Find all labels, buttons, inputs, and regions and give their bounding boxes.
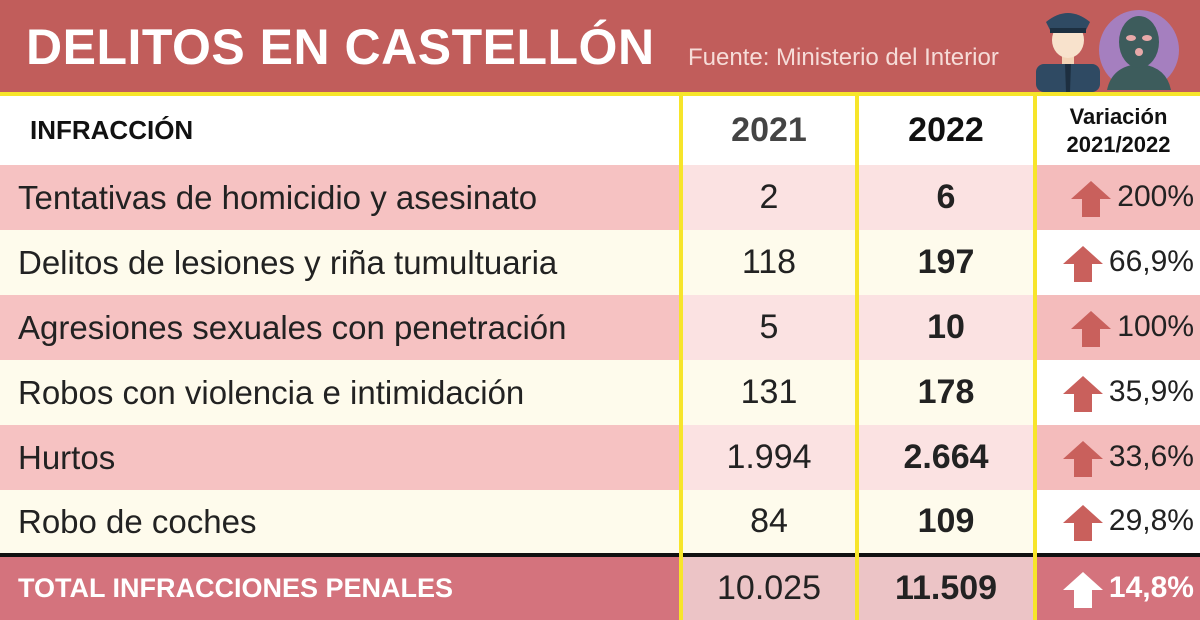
arrow-up-icon <box>1062 440 1103 477</box>
table-row: Robo de coches 84 109 29,8% <box>0 490 1200 555</box>
total-2022: 11.509 <box>855 553 1037 620</box>
header-banner: DELITOS EN CASTELLÓN Fuente: Ministerio … <box>0 0 1200 92</box>
total-row: TOTAL INFRACCIONES PENALES 10.025 11.509… <box>0 553 1200 620</box>
value-2021: 5 <box>679 295 859 360</box>
variation-cell: 66,9% <box>1033 230 1200 295</box>
arrow-up-icon <box>1062 571 1103 608</box>
variation-value: 66,9% <box>1108 244 1194 278</box>
row-label: Hurtos <box>0 425 683 490</box>
column-header-variation: Variación 2021/2022 <box>1033 92 1200 165</box>
arrow-up-icon <box>1071 180 1112 217</box>
variation-value: 33,6% <box>1108 439 1194 473</box>
variation-value: 29,8% <box>1108 503 1194 537</box>
value-2021: 84 <box>679 490 859 555</box>
variation-value: 200% <box>1117 179 1194 213</box>
table-row: Hurtos 1.994 2.664 33,6% <box>0 425 1200 490</box>
variation-header-line1: Variación <box>1069 103 1168 129</box>
variation-cell: 200% <box>1033 165 1200 230</box>
row-label: Delitos de lesiones y riña tumultuaria <box>0 230 683 295</box>
total-2021: 10.025 <box>679 553 859 620</box>
variation-cell: 33,6% <box>1033 425 1200 490</box>
value-2021: 1.994 <box>679 425 859 490</box>
page-title: DELITOS EN CASTELLÓN <box>26 19 655 75</box>
arrow-up-icon <box>1062 375 1103 412</box>
arrow-up-icon <box>1062 245 1103 282</box>
column-header-2021: 2021 <box>679 92 859 165</box>
value-2022: 197 <box>855 230 1037 295</box>
value-2021: 131 <box>679 360 859 425</box>
table-row: Agresiones sexuales con penetración 5 10… <box>0 295 1200 360</box>
source-caption: Fuente: Ministerio del Interior <box>688 44 999 71</box>
total-variation-value: 14,8% <box>1108 570 1194 604</box>
value-2021: 2 <box>679 165 859 230</box>
table-row: Tentativas de homicidio y asesinato 2 6 … <box>0 165 1200 230</box>
value-2022: 10 <box>855 295 1037 360</box>
table-header-row: INFRACCIÓN 2021 2022 Variación 2021/2022 <box>0 92 1200 165</box>
police-officer-icon <box>1036 13 1100 92</box>
row-label: Agresiones sexuales con penetración <box>0 295 683 360</box>
value-2022: 6 <box>855 165 1037 230</box>
arrow-up-icon <box>1071 310 1112 347</box>
column-header-infraccion: INFRACCIÓN <box>0 92 683 165</box>
total-label: TOTAL INFRACCIONES PENALES <box>0 553 683 620</box>
column-header-2022: 2022 <box>855 92 1037 165</box>
row-label: Robo de coches <box>0 490 683 555</box>
masked-thief-icon <box>1099 10 1179 90</box>
value-2022: 109 <box>855 490 1037 555</box>
variation-value: 100% <box>1117 309 1194 343</box>
header-illustration <box>1036 10 1179 92</box>
variation-cell: 35,9% <box>1033 360 1200 425</box>
arrow-up-icon <box>1062 504 1103 541</box>
total-variation: 14,8% <box>1033 553 1200 620</box>
table-row: Delitos de lesiones y riña tumultuaria 1… <box>0 230 1200 295</box>
row-label: Robos con violencia e intimidación <box>0 360 683 425</box>
row-label: Tentativas de homicidio y asesinato <box>0 165 683 230</box>
variation-header-line2: 2021/2022 <box>1066 131 1171 157</box>
variation-cell: 100% <box>1033 295 1200 360</box>
table-row: Robos con violencia e intimidación 131 1… <box>0 360 1200 425</box>
value-2022: 2.664 <box>855 425 1037 490</box>
variation-cell: 29,8% <box>1033 490 1200 555</box>
value-2022: 178 <box>855 360 1037 425</box>
variation-value: 35,9% <box>1108 374 1194 408</box>
value-2021: 118 <box>679 230 859 295</box>
crime-table: INFRACCIÓN 2021 2022 Variación 2021/2022 … <box>0 92 1200 620</box>
